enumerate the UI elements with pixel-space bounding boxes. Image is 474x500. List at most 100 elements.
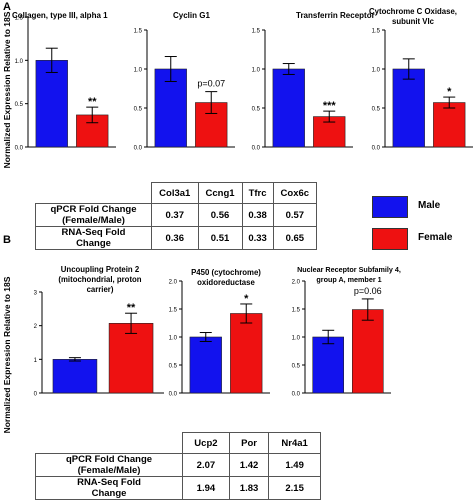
y-tick-label: 1.0 xyxy=(252,68,261,74)
chart-title: Cyclin G1 xyxy=(173,11,210,20)
table-b-cell: 2.15 xyxy=(268,476,321,500)
bar-male xyxy=(189,336,222,394)
table-a-gene: Col3a1 xyxy=(150,182,199,204)
table-b-cell: 1.49 xyxy=(268,453,321,477)
significance-label: * xyxy=(447,86,452,98)
table-a-cell: 0.51 xyxy=(197,226,243,250)
legend-female-swatch xyxy=(372,228,408,250)
table-a-row-label: qPCR Fold Change (Female/Male) xyxy=(35,203,152,227)
y-tick-label: 0.0 xyxy=(15,146,24,152)
bar-male xyxy=(52,359,98,394)
significance-label: *** xyxy=(323,100,337,112)
panel-b-label: B xyxy=(3,234,11,246)
table-b-cell: 1.94 xyxy=(182,476,230,500)
table-b-row-label: RNA-Seq Fold Change xyxy=(34,476,184,500)
y-tick-label: 0 xyxy=(34,392,38,398)
table-b-gene: Nr4a1 xyxy=(268,432,321,454)
table-a-gene: Ccng1 xyxy=(197,182,243,204)
table-b-row-label: qPCR Fold Change (Female/Male) xyxy=(34,453,184,477)
y-tick-label: 1.0 xyxy=(292,336,301,342)
chart-title: Collagen, type III, alpha 1 xyxy=(12,11,108,20)
y-tick-label: 2 xyxy=(34,324,38,330)
table-a-gene: Tfrc xyxy=(241,182,274,204)
chart-3: Transferrin Receptor 0.0 0.5 1.0 1.5 *** xyxy=(252,11,375,152)
y-tick-label: 0.5 xyxy=(169,364,178,370)
chart-title: Cytochrome C Oxidase, xyxy=(369,7,457,16)
significance-label: p=0.06 xyxy=(354,286,382,296)
y-tick-label: 0.5 xyxy=(372,107,381,113)
chart-title: P450 (cytochrome) xyxy=(191,268,261,277)
y-tick-label: 1.5 xyxy=(134,29,143,35)
chart-title: Uncoupling Protein 2 xyxy=(61,265,140,274)
table-a-cell: 0.37 xyxy=(150,203,199,227)
y-axis-label-a: Normalized Expression Relative to 18S xyxy=(2,11,12,168)
table-a-qpcr-row: qPCR Fold Change (Female/Male) 0.37 0.56 … xyxy=(35,203,318,227)
table-a-cell: 0.65 xyxy=(272,226,318,250)
bar-female xyxy=(108,323,154,394)
chart-4: Cytochrome C Oxidase,subunit VIc 0.0 0.5 1.… xyxy=(369,7,473,152)
table-a-row-label: RNA-Seq Fold Change xyxy=(35,226,152,250)
panel-a-label: A xyxy=(3,1,11,13)
table-b-header-row: Ucp2 Por Nr4a1 xyxy=(34,432,321,454)
table-a-cell: 0.33 xyxy=(241,226,274,250)
chart-title: Nuclear Receptor Subfamily 4, xyxy=(297,265,401,274)
chart-title: group A, member 1 xyxy=(316,275,381,284)
y-tick-label: 1.5 xyxy=(169,308,178,314)
chart-5: Uncoupling Protein 2(mitochondrial, prot… xyxy=(34,265,164,398)
table-a-cell: 0.56 xyxy=(197,203,243,227)
y-tick-label: 1.0 xyxy=(169,336,178,342)
chart-title: subunit VIc xyxy=(392,17,435,26)
chart-title: Transferrin Receptor xyxy=(296,11,375,20)
chart-title: carrier) xyxy=(87,285,114,294)
table-b-gene: Por xyxy=(228,432,270,454)
y-tick-label: 1.5 xyxy=(372,29,381,35)
charts-group: Collagen, type III, alpha 1 0.0 0.5 1.0 1.5 *… xyxy=(12,7,473,398)
table-b-cell: 1.83 xyxy=(228,476,270,500)
chart-6: P450 (cytochrome)oxidoreductase 0.0 0.5 1.0… xyxy=(169,268,270,398)
table-a-rnaseq-row: RNA-Seq Fold Change 0.36 0.51 0.33 0.65 xyxy=(35,226,318,250)
y-tick-label: 1.0 xyxy=(15,59,24,65)
table-b-gene: Ucp2 xyxy=(182,432,230,454)
y-tick-label: 1.5 xyxy=(292,308,301,314)
table-b-rnaseq-row: RNA-Seq Fold Change 1.94 1.83 2.15 xyxy=(34,476,321,500)
bar-male xyxy=(35,60,68,148)
y-tick-label: 1.0 xyxy=(134,68,143,74)
legend-female-label: Female xyxy=(418,232,453,243)
table-b-cell: 2.07 xyxy=(182,453,230,477)
y-tick-label: 1.0 xyxy=(372,68,381,74)
y-tick-label: 0.0 xyxy=(252,146,261,152)
y-tick-label: 2.0 xyxy=(292,280,301,286)
bar-male xyxy=(154,68,187,148)
table-b-qpcr-row: qPCR Fold Change (Female/Male) 2.07 1.42 … xyxy=(34,453,321,477)
bar-male xyxy=(392,68,425,148)
y-tick-label: 0.0 xyxy=(169,392,178,398)
legend-male-label: Male xyxy=(418,200,441,211)
fold-change-table-a: Col3a1 Ccng1 Tfrc Cox6c qPCR Fold Change… xyxy=(35,182,318,250)
significance-label: p=0.07 xyxy=(197,79,225,89)
legend-male-swatch xyxy=(372,196,408,218)
y-tick-label: 0.5 xyxy=(134,107,143,113)
table-a-cell: 0.57 xyxy=(272,203,318,227)
bar-male xyxy=(312,336,344,394)
table-a-corner xyxy=(35,182,152,204)
bar-male xyxy=(272,68,305,148)
chart-2: Cyclin G1 0.0 0.5 1.0 1.5 p=0.07 xyxy=(134,11,235,152)
table-a-cell: 0.38 xyxy=(241,203,274,227)
bar-female xyxy=(433,102,466,148)
significance-label: ** xyxy=(88,96,97,108)
chart-1: Collagen, type III, alpha 1 0.0 0.5 1.0 1.5 *… xyxy=(12,11,116,152)
table-a-header-row: Col3a1 Ccng1 Tfrc Cox6c xyxy=(35,182,318,204)
y-tick-label: 1 xyxy=(34,358,38,364)
bar-female xyxy=(351,309,384,394)
bar-female xyxy=(230,313,263,394)
chart-title: (mitochondrial, proton xyxy=(58,275,141,284)
chart-7: Nuclear Receptor Subfamily 4,group A, me… xyxy=(292,265,401,398)
table-b-cell: 1.42 xyxy=(228,453,270,477)
y-tick-label: 0.0 xyxy=(134,146,143,152)
y-tick-label: 2.0 xyxy=(169,280,178,286)
significance-label: ** xyxy=(127,302,136,314)
table-a-gene: Cox6c xyxy=(272,182,318,204)
y-axis-label-b: Normalized Expression Relative to 18S xyxy=(2,276,12,433)
significance-label: * xyxy=(244,293,249,305)
